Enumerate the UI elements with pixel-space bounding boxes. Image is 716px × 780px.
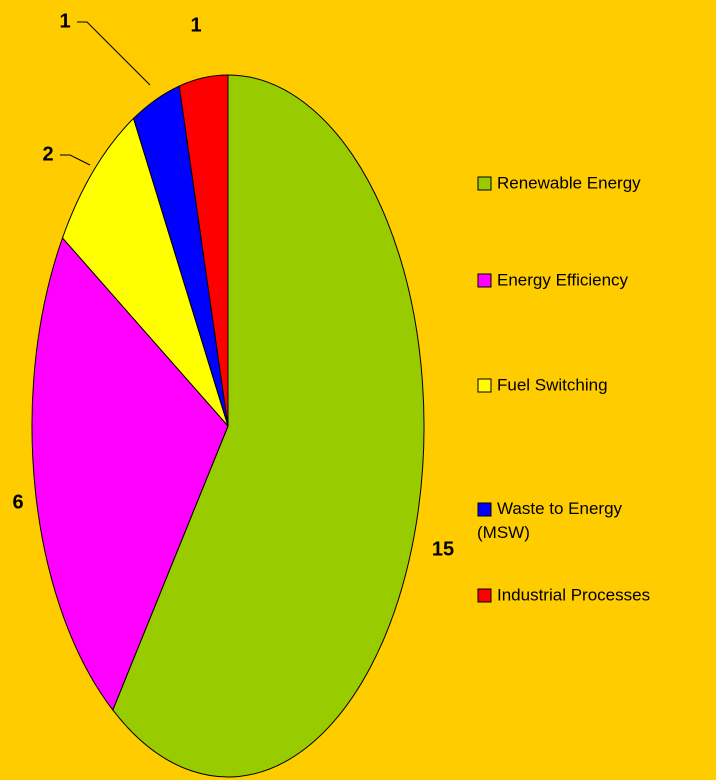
legend-swatch	[477, 273, 492, 288]
data-label: 15	[432, 538, 454, 560]
pie-slice	[61, 117, 229, 427]
pie-slice	[112, 74, 425, 778]
data-label: 2	[42, 143, 53, 165]
legend-swatch	[477, 588, 492, 603]
pie-slice	[178, 74, 229, 427]
data-label: 1	[59, 10, 70, 32]
legend-label: Waste to Energy (MSW)	[477, 499, 623, 542]
legend-line: Waste to Energy	[497, 499, 623, 518]
leader-line	[77, 21, 151, 86]
legend-label: Energy Efficiency	[497, 270, 629, 289]
legend-swatch	[477, 176, 492, 191]
leader-line	[60, 154, 91, 166]
data-label: 6	[12, 491, 23, 513]
data-label: 1	[190, 14, 201, 36]
legend-label: Fuel Switching	[497, 375, 608, 394]
legend-line: (MSW)	[477, 523, 530, 542]
legend-label: Renewable Energy	[497, 173, 641, 192]
legend-swatch	[477, 378, 492, 393]
pie-slice	[31, 236, 229, 711]
legend-swatch	[477, 502, 492, 517]
legend-label: Industrial Processes	[497, 585, 650, 604]
